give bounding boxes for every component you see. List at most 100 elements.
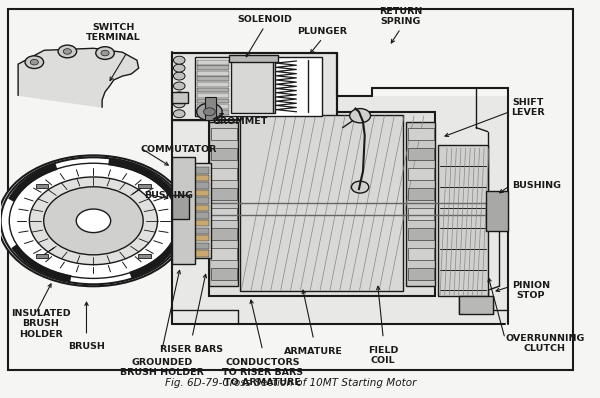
Circle shape	[44, 187, 143, 255]
Text: FIELD
COIL: FIELD COIL	[368, 346, 398, 365]
Text: INSULATED
BRUSH
HOLDER: INSULATED BRUSH HOLDER	[11, 309, 71, 339]
Bar	[408, 268, 434, 280]
Text: COMMUTATOR: COMMUTATOR	[141, 145, 217, 154]
Text: SWITCH
TERMINAL: SWITCH TERMINAL	[86, 23, 141, 42]
Bar	[406, 122, 436, 286]
Bar	[172, 163, 211, 258]
Bar	[211, 148, 236, 160]
Text: OVERRUNNING
CLUTCH: OVERRUNNING CLUTCH	[505, 334, 584, 353]
Bar	[172, 96, 508, 324]
Bar	[173, 220, 209, 226]
Bar	[197, 82, 229, 87]
Bar	[197, 93, 229, 98]
Circle shape	[30, 59, 38, 65]
Bar	[239, 115, 403, 291]
Bar	[35, 183, 49, 187]
Bar	[173, 250, 209, 256]
Bar	[172, 195, 189, 219]
Bar	[173, 190, 209, 196]
Bar	[172, 92, 188, 103]
Text: SOLENOID: SOLENOID	[237, 16, 292, 25]
Circle shape	[352, 181, 369, 193]
Bar	[172, 53, 337, 120]
Circle shape	[173, 72, 185, 80]
Bar	[211, 168, 236, 180]
Bar	[197, 88, 229, 92]
Bar	[173, 175, 209, 181]
Bar	[173, 243, 209, 249]
Circle shape	[0, 155, 189, 286]
Bar	[211, 128, 236, 140]
Bar	[229, 55, 278, 62]
Bar	[205, 97, 217, 121]
Bar	[173, 228, 209, 234]
Bar	[35, 254, 49, 258]
Circle shape	[64, 49, 71, 54]
Bar	[408, 168, 434, 180]
Text: PLUNGER: PLUNGER	[298, 27, 347, 36]
Bar	[173, 213, 209, 219]
Text: RISER BARS: RISER BARS	[160, 345, 223, 353]
Bar	[172, 157, 195, 264]
Bar	[197, 104, 229, 109]
Circle shape	[173, 64, 185, 72]
Text: Fig. 6D-79-Cross Section of 10MT Starting Motor: Fig. 6D-79-Cross Section of 10MT Startin…	[165, 378, 416, 388]
Circle shape	[173, 56, 185, 64]
Bar	[439, 145, 488, 296]
Text: BUSHING: BUSHING	[512, 181, 561, 189]
Bar	[408, 248, 434, 260]
Circle shape	[25, 56, 44, 68]
Bar	[408, 228, 434, 240]
Bar	[211, 208, 236, 220]
Circle shape	[29, 177, 158, 265]
Circle shape	[197, 103, 222, 121]
Text: CONDUCTORS
TO RISER BARS
TO ARMATURE: CONDUCTORS TO RISER BARS TO ARMATURE	[222, 358, 303, 387]
Text: ARMATURE: ARMATURE	[284, 347, 343, 355]
Bar	[197, 99, 229, 103]
Bar	[408, 188, 434, 200]
Bar	[173, 182, 209, 189]
Bar	[139, 183, 151, 187]
Bar	[209, 122, 238, 286]
Circle shape	[96, 47, 115, 59]
Bar	[211, 228, 236, 240]
Bar	[211, 188, 236, 200]
Circle shape	[173, 92, 185, 100]
Polygon shape	[18, 48, 139, 108]
Bar	[173, 205, 209, 211]
Bar	[197, 110, 229, 115]
Text: BUSHING: BUSHING	[145, 191, 193, 199]
Circle shape	[58, 45, 77, 58]
Bar	[408, 208, 434, 220]
Circle shape	[203, 108, 215, 116]
Bar	[197, 76, 229, 81]
Bar	[232, 61, 275, 113]
Bar	[458, 296, 493, 314]
Text: RETURN
SPRING: RETURN SPRING	[379, 7, 422, 27]
Bar	[173, 197, 209, 204]
Text: GROUNDED
BRUSH HOLDER: GROUNDED BRUSH HOLDER	[120, 358, 204, 377]
Bar	[197, 71, 229, 76]
Bar	[408, 148, 434, 160]
Bar	[211, 268, 236, 280]
Text: BRUSH: BRUSH	[68, 342, 105, 351]
Text: PINION
STOP: PINION STOP	[512, 281, 550, 300]
Bar	[139, 254, 151, 258]
Text: GROMMET: GROMMET	[212, 117, 268, 126]
Circle shape	[173, 82, 185, 90]
Bar	[197, 60, 229, 64]
Bar	[173, 235, 209, 242]
Text: SHIFT
LEVER: SHIFT LEVER	[511, 98, 544, 117]
Bar	[211, 248, 236, 260]
Circle shape	[350, 109, 371, 123]
Bar	[408, 128, 434, 140]
Circle shape	[173, 100, 185, 108]
Bar	[487, 191, 508, 231]
Circle shape	[101, 50, 109, 56]
Circle shape	[76, 209, 110, 232]
Bar	[209, 112, 436, 296]
Bar	[173, 167, 209, 174]
Bar	[195, 57, 322, 116]
Bar	[197, 65, 229, 70]
Circle shape	[173, 110, 185, 118]
